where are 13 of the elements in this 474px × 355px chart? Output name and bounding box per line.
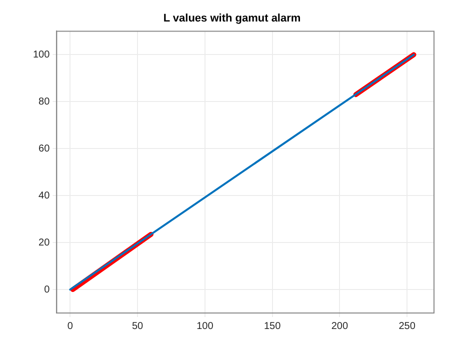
y-tick-label: 60 [38, 143, 50, 154]
y-tick-label: 80 [38, 96, 50, 108]
x-tick-label: 50 [132, 320, 144, 332]
x-tick-label: 0 [67, 320, 74, 332]
chart-title: L values with gamut alarm [163, 12, 301, 25]
x-tick-label: 150 [264, 320, 282, 332]
y-tick-label: 0 [44, 284, 50, 296]
y-tick-label: 100 [32, 49, 50, 60]
y-tick-label: 40 [38, 190, 50, 202]
x-tick-label: 100 [196, 320, 214, 332]
x-tick-label: 200 [331, 320, 348, 332]
x-tick-label: 250 [398, 320, 416, 332]
y-tick-label: 20 [38, 237, 50, 248]
